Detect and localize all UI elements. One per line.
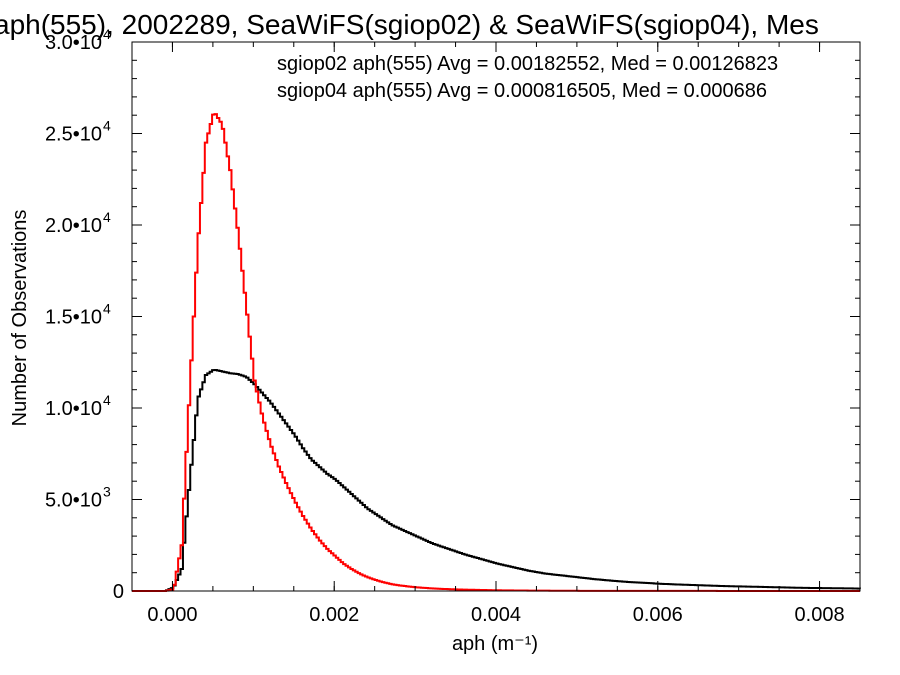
legend-entry-sgiop02: sgiop02 aph(555) Avg = 0.00182552, Med =…	[277, 53, 778, 75]
y-tick-exponent: 4	[103, 301, 111, 317]
x-axis: 0.000 0.002 0.004 0.006 0.008	[147, 42, 861, 626]
y-tick-exponent: 3	[103, 484, 111, 500]
y-tick-exponent: 4	[103, 392, 111, 408]
y-tick-label: 2.0•10	[45, 215, 102, 237]
y-tick-label: 1.0•10	[45, 398, 102, 420]
y-tick-label: 0	[113, 581, 124, 603]
y-tick-label: 3.0•10	[45, 32, 102, 54]
y-tick-label: 1.5•10	[45, 307, 102, 329]
x-axis-label: aph (m⁻¹)	[452, 633, 538, 655]
x-tick-label: 0.006	[633, 604, 683, 626]
y-axis-label: Number of Observations	[9, 210, 31, 427]
legend-entry-sgiop04: sgiop04 aph(555) Avg = 0.000816505, Med …	[277, 80, 767, 102]
series-line-sgiop02	[132, 368, 861, 592]
y-axis: 05.0•10 31.0•10 41.5•10 42.0•10 42.5•10 43.0•…	[45, 26, 860, 603]
y-tick-label: 2.5•10	[45, 124, 102, 146]
x-tick-label: 0.008	[795, 604, 845, 626]
y-tick-label: 5.0•10	[45, 490, 102, 512]
y-tick-exponent: 4	[103, 209, 111, 225]
chart-title: aph(555), 2002289, SeaWiFS(sgiop02) & Se…	[0, 9, 819, 40]
y-tick-exponent: 4	[103, 118, 111, 134]
y-tick-exponent: 4	[103, 26, 111, 42]
x-tick-label: 0.002	[309, 604, 359, 626]
x-tick-label: 0.004	[471, 604, 521, 626]
x-tick-label: 0.000	[147, 604, 197, 626]
